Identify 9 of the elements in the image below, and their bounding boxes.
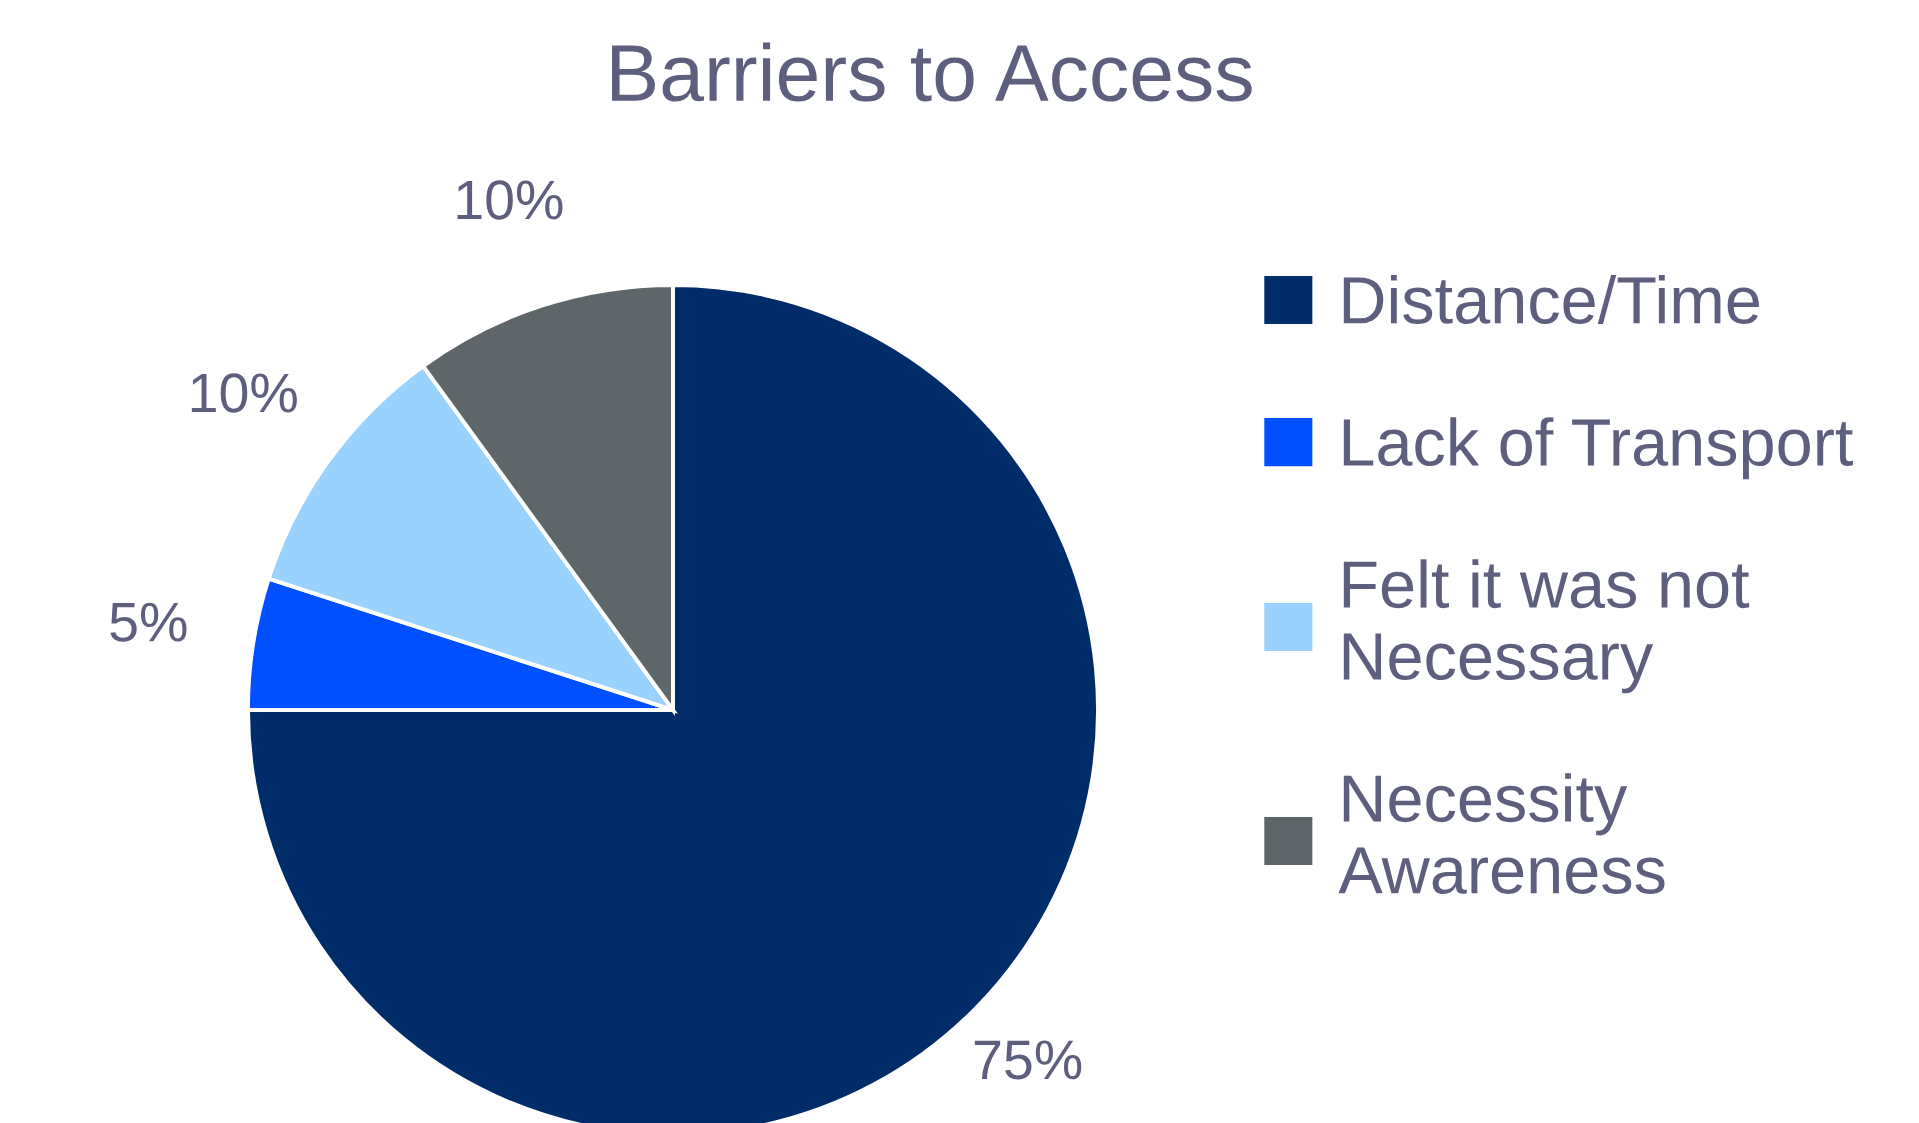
data-label: 75% <box>974 1040 1082 1080</box>
chart-title: Barriers to Access <box>612 42 1252 102</box>
legend-label: Lack of Transport <box>1343 417 1853 480</box>
data-label: 10% <box>191 373 297 413</box>
legend-label: Distance/Time <box>1343 275 1759 324</box>
legend-label: Felt it was not Necessary <box>1343 559 1750 694</box>
data-label: 10% <box>457 180 563 220</box>
data-label: 5% <box>110 602 187 642</box>
legend-label: Necessity Awareness <box>1338 773 1665 895</box>
